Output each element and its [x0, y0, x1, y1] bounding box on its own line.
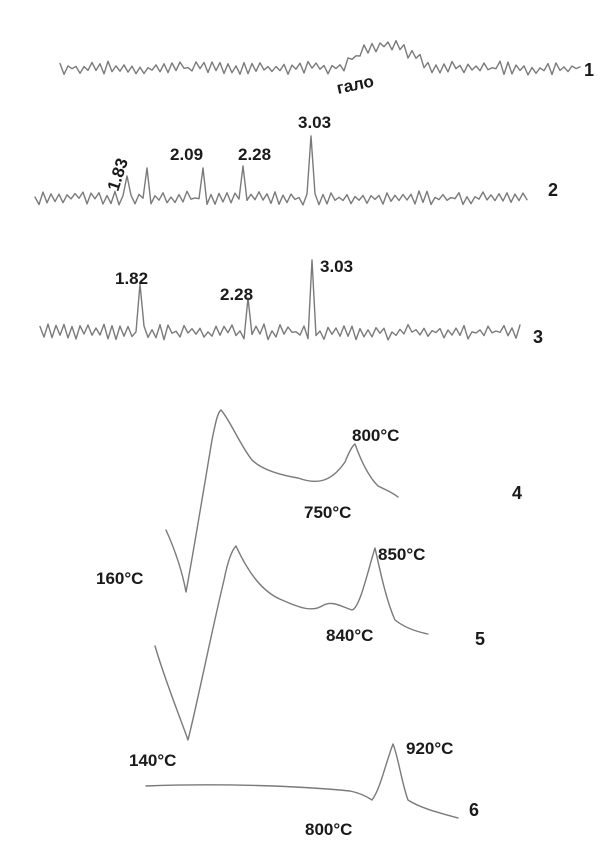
peak-label-2-28: 2.28: [238, 145, 271, 164]
halo-label: гало: [335, 72, 376, 98]
dta-label-850: 850°C: [378, 545, 425, 564]
dta-label-750: 750°C: [304, 503, 351, 522]
peak-label-1-83: 1.83: [104, 156, 132, 193]
xrd-pattern-1: гало 1: [59, 40, 594, 98]
curve-number-4: 4: [512, 483, 522, 503]
dta-label-800-b: 800°C: [305, 820, 352, 839]
curve-number-5: 5: [475, 629, 485, 649]
dta-trace-5: [154, 545, 429, 741]
curve-number-3: 3: [533, 327, 543, 347]
curve-number-1: 1: [584, 60, 594, 80]
peak-label-2-28-b: 2.28: [220, 285, 253, 304]
dta-curve-5: 850°C 840°C 5: [154, 545, 485, 741]
curve-number-2: 2: [548, 180, 558, 200]
dta-label-920: 920°C: [406, 739, 453, 758]
dta-label-140: 140°C: [129, 751, 176, 770]
peak-label-1-82: 1.82: [115, 269, 148, 288]
xrd-trace-2: [34, 135, 528, 206]
dta-label-840: 840°C: [326, 626, 373, 645]
dta-trace-6: [145, 743, 459, 819]
curve-number-6: 6: [469, 800, 479, 820]
dta-label-160: 160°C: [96, 569, 143, 588]
peak-label-3-03: 3.03: [298, 113, 331, 132]
peak-label-2-09: 2.09: [170, 145, 203, 164]
peak-label-3-03-b: 3.03: [320, 257, 353, 276]
xrd-trace-1: [59, 40, 581, 76]
dta-curve-4: 160°C 750°C 800°C 4: [96, 409, 522, 593]
xrd-pattern-3: 1.82 2.28 3.03 3: [39, 257, 543, 347]
xrd-pattern-2: 1.83 2.09 2.28 3.03 2: [34, 113, 558, 206]
dta-trace-4: [165, 409, 399, 593]
dta-curve-6: 140°C 920°C 800°C 6: [129, 739, 479, 839]
xrd-trace-3: [39, 259, 521, 341]
dta-label-800: 800°C: [352, 426, 399, 445]
